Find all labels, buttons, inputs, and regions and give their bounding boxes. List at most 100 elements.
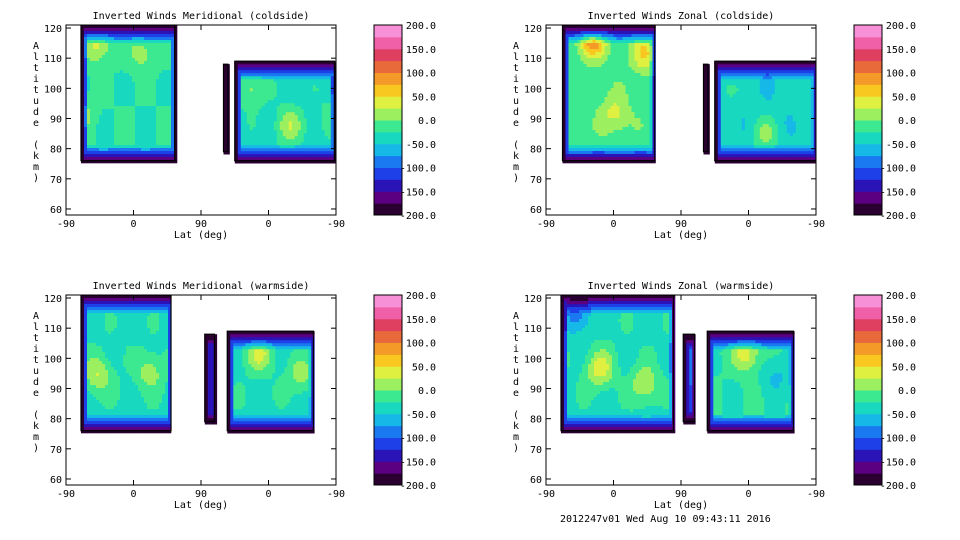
colorbar-segment — [854, 155, 882, 168]
y-axis-label-char: k — [33, 151, 39, 162]
colorbar: 200.0 150.0 100.0 50.0 0.0 -50.0 -100.0 -150.0 -… — [373, 291, 436, 492]
chart-panel-3: Inverted Winds Meridional (warmside) 60 70… — [33, 281, 436, 511]
colorbar-segment — [854, 167, 882, 180]
x-tick-label: 90 — [195, 219, 207, 230]
colorbar-tick-label: 150.0 — [406, 45, 436, 56]
colorbar-segment — [374, 203, 402, 216]
colorbar-frame — [853, 294, 883, 486]
y-axis-label-char: t — [513, 85, 519, 96]
y-tick-label: 80 — [50, 415, 62, 426]
colorbar-segment — [374, 96, 402, 109]
colorbar-segment — [854, 191, 882, 204]
region-outline — [560, 295, 675, 432]
colorbar-segment — [854, 84, 882, 97]
colorbar-tick-label: -200.0 — [400, 481, 436, 492]
colorbar-segment — [854, 378, 882, 391]
y-tick-label: 110 — [524, 54, 542, 65]
y-axis-label-char: k — [513, 421, 519, 432]
colorbar-segment — [854, 390, 882, 403]
colorbar-segment — [854, 473, 882, 486]
colorbar-segment — [374, 354, 402, 367]
colorbar-segment — [374, 461, 402, 474]
colorbar-tick-label: 50.0 — [412, 362, 436, 373]
colorbar-segment — [854, 36, 882, 50]
colorbar-segment — [374, 120, 402, 133]
y-axis-label-char: u — [513, 96, 519, 107]
contour-field — [560, 295, 795, 434]
region-outline — [714, 60, 816, 162]
y-axis-label-char: e — [33, 388, 39, 399]
colorbar-segment — [374, 366, 402, 379]
colorbar-tick-label: 100.0 — [406, 69, 436, 80]
y-tick-label: 90 — [50, 114, 62, 125]
x-tick-label: -90 — [807, 219, 825, 230]
x-tick-label: 0 — [610, 489, 616, 500]
colorbar-segment — [374, 60, 402, 73]
y-tick-label: 60 — [50, 205, 62, 216]
colorbar-segment — [854, 203, 882, 216]
colorbar-segment — [374, 143, 402, 157]
colorbar-tick-label: -50.0 — [886, 140, 916, 151]
y-tick-label: 110 — [44, 54, 62, 65]
colorbar-segment — [374, 72, 402, 85]
y-axis-label-char: i — [33, 344, 39, 355]
data-region-1 — [80, 295, 172, 434]
y-axis-label-char: A — [33, 41, 39, 52]
contour-field — [561, 25, 816, 164]
x-tick-label: -90 — [57, 219, 75, 230]
colorbar-segment — [854, 295, 882, 308]
colorbar-segment — [854, 401, 882, 415]
x-tick-label: 90 — [195, 489, 207, 500]
region-outline — [80, 295, 172, 432]
colorbar-tick-label: 150.0 — [406, 315, 436, 326]
colorbar-segment — [374, 295, 402, 308]
y-tick-label: 80 — [530, 415, 542, 426]
region-outline — [702, 63, 709, 153]
x-tick-label: -90 — [537, 219, 555, 230]
y-axis-label-char: A — [33, 311, 39, 322]
colorbar-tick-label: 50.0 — [892, 362, 916, 373]
y-tick-label: 120 — [524, 294, 542, 305]
y-axis-label-char: m — [33, 432, 39, 443]
colorbar: 200.0 150.0 100.0 50.0 0.0 -50.0 -100.0 -150.0 -… — [853, 21, 916, 222]
colorbar-segment — [854, 143, 882, 157]
y-tick-label: 90 — [530, 114, 542, 125]
colorbar-segment — [854, 60, 882, 73]
colorbar-segment — [854, 25, 882, 38]
colorbar-segment — [374, 378, 402, 391]
y-axis-label-char: ) — [513, 443, 519, 454]
region-outline — [226, 330, 315, 432]
x-tick-label: -90 — [537, 489, 555, 500]
y-axis-label-char: m — [33, 162, 39, 173]
colorbar-segment — [854, 449, 882, 462]
y-tick-label: 90 — [50, 384, 62, 395]
x-tick-label: 0 — [745, 489, 751, 500]
y-tick-label: 100 — [44, 354, 62, 365]
y-tick-label: 70 — [530, 445, 542, 456]
colorbar-segment — [374, 48, 402, 62]
colorbar-segment — [374, 425, 402, 438]
colorbar-tick-label: 150.0 — [886, 45, 916, 56]
y-tick-label: 70 — [50, 175, 62, 186]
colorbar-tick-label: -150.0 — [400, 457, 436, 468]
y-axis-label-char: A — [513, 311, 519, 322]
colorbar-tick-label: -150.0 — [880, 187, 916, 198]
colorbar-segment — [374, 108, 402, 121]
colorbar-segment — [374, 167, 402, 180]
y-axis-label-char: m — [513, 162, 519, 173]
colorbar-segment — [854, 354, 882, 367]
y-axis-label-char: i — [33, 74, 39, 85]
data-region-3 — [706, 330, 795, 434]
y-axis-label-char: ( — [33, 140, 39, 151]
data-region-1 — [80, 25, 178, 164]
x-tick-label: 0 — [130, 489, 136, 500]
colorbar-tick-label: -150.0 — [880, 457, 916, 468]
colorbar-tick-label: -100.0 — [880, 434, 916, 445]
colorbar-tick-label: -150.0 — [400, 187, 436, 198]
colorbar-frame — [853, 24, 883, 216]
region-outline — [706, 330, 795, 432]
colorbar-segment — [854, 131, 882, 145]
